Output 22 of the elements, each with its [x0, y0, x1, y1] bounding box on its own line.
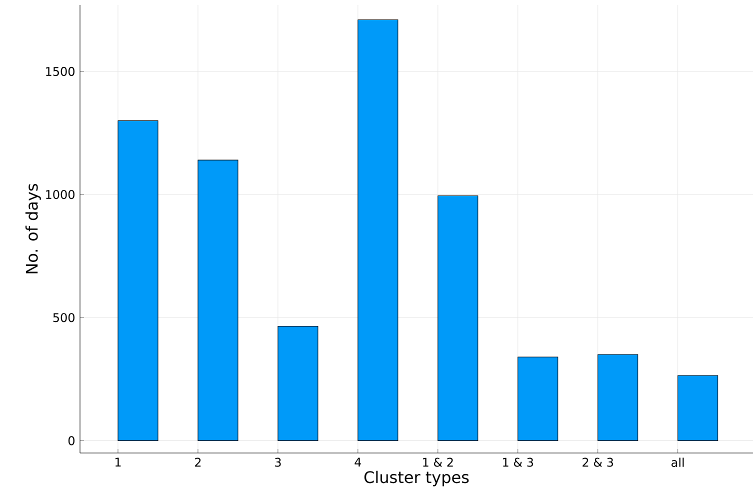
bar [598, 354, 638, 441]
bar [678, 375, 718, 441]
x-tick-label: 1 [115, 458, 121, 466]
x-axis-title: Cluster types [364, 470, 469, 486]
x-tick-label: 2 & 3 [582, 458, 614, 467]
bar [278, 326, 318, 441]
x-tick-label: all [672, 458, 684, 467]
x-tick-label: 4 [354, 458, 362, 466]
bar [198, 160, 238, 441]
x-tick-label: 3 [275, 458, 281, 467]
bar [358, 19, 398, 441]
y-tick-label: 1500 [46, 66, 74, 76]
y-axis-title: No. of days [25, 184, 41, 274]
y-tick-label: 500 [53, 313, 74, 322]
bar [518, 356, 558, 441]
x-tick-label: 1 & 3 [503, 458, 534, 467]
y-tick-label: 0 [68, 436, 74, 446]
bar [118, 120, 158, 441]
bar [438, 195, 478, 441]
x-tick-label: 1 & 2 [423, 458, 453, 467]
y-tick-label: 1000 [46, 190, 74, 200]
x-tick-label: 2 [195, 458, 201, 467]
